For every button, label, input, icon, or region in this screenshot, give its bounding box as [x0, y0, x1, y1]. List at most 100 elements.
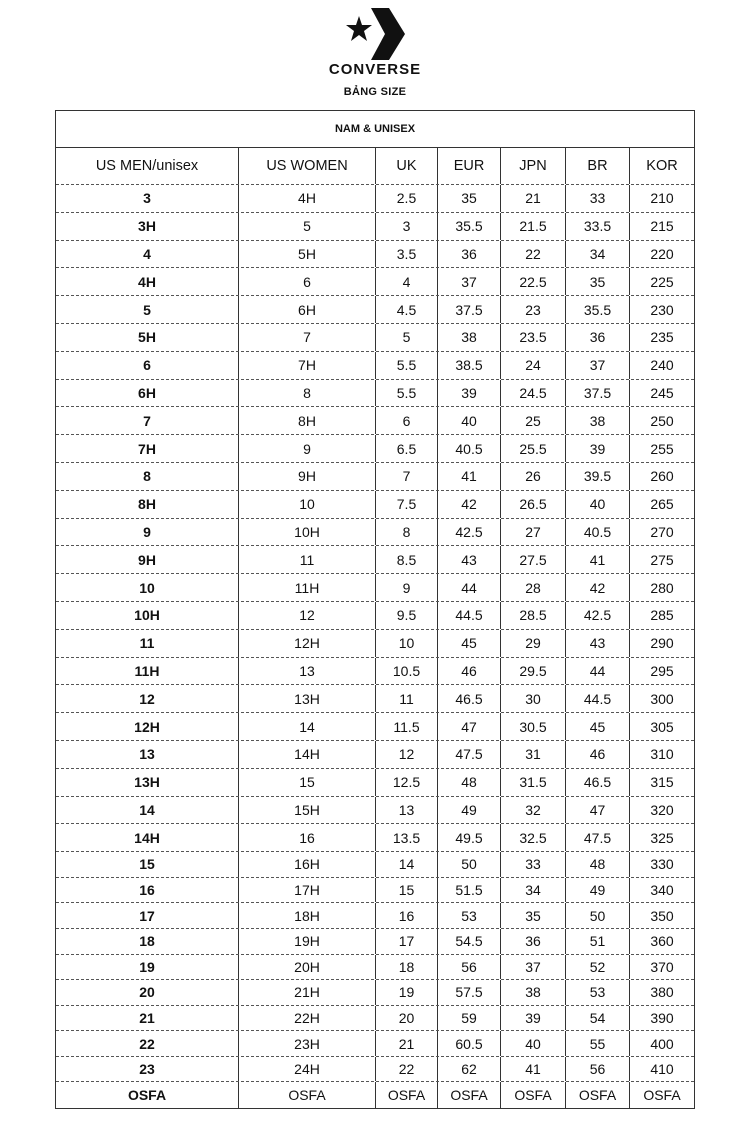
column-header: KOR	[646, 158, 678, 174]
table-cell: 6H	[56, 379, 239, 407]
table-cell: 9H	[56, 546, 239, 574]
table-cell: 3	[376, 212, 438, 240]
table-cell: 9	[56, 518, 239, 546]
table-cell: 25	[501, 407, 566, 435]
table-cell: 13H	[239, 685, 376, 713]
table-cell: 410	[650, 1061, 674, 1078]
table-row: 14H 16 13.5 49.5 32.5 47.5 325	[56, 824, 694, 853]
table-cell: 240	[650, 357, 674, 374]
table-cell: 59	[438, 1005, 501, 1031]
table-cell: 12H	[239, 629, 376, 657]
table-row: 5H 7 5 38 23.5 36 235	[56, 323, 694, 352]
table-row: 4 5H 3.5 36 22 34 220	[56, 240, 694, 269]
table-cell: 46.5	[438, 685, 501, 713]
table-row: 8 9H 7 41 26 39.5 260	[56, 462, 694, 491]
table-cell: 15H	[239, 796, 376, 824]
table-cell: 12	[56, 685, 239, 713]
table-cell: 40.5	[566, 518, 630, 546]
table-cell: OSFA	[501, 1082, 566, 1109]
table-cell: 6.5	[376, 435, 438, 462]
table-cell: 5H	[239, 240, 376, 268]
table-cell: 24	[501, 351, 566, 379]
table-cell: 41	[438, 462, 501, 490]
table-cell: 27	[501, 518, 566, 546]
table-cell: OSFA	[239, 1082, 376, 1109]
table-cell: 19	[56, 954, 239, 980]
table-cell: 12	[239, 601, 376, 629]
table-cell: 215	[650, 218, 674, 235]
table-row: 18 19H 17 54.5 36 51 360	[56, 928, 694, 955]
table-cell: 8.5	[376, 546, 438, 574]
table-row: 3H 5 3 35.5 21.5 33.5 215	[56, 212, 694, 241]
table-cell: 2.5	[376, 185, 438, 212]
table-cell: 37	[438, 268, 501, 296]
table-cell: 48	[438, 768, 501, 796]
table-cell: 62	[438, 1056, 501, 1082]
column-header: BR	[566, 148, 630, 184]
table-cell: 10	[56, 574, 239, 601]
table-cell: 20H	[239, 954, 376, 980]
table-row: 21 22H 20 59 39 54 390	[56, 1005, 694, 1032]
table-cell: 5	[56, 296, 239, 323]
table-cell: 5H	[56, 323, 239, 351]
table-cell: 21H	[239, 980, 376, 1005]
table-row: 8H 10 7.5 42 26.5 40 265	[56, 490, 694, 519]
table-cell: 60.5	[438, 1031, 501, 1056]
table-cell: 210	[650, 190, 674, 207]
table-cell: 42	[566, 574, 630, 601]
table-cell: 21	[56, 1005, 239, 1031]
table-row: 14 15H 13 49 32 47 320	[56, 796, 694, 825]
table-cell: 325	[650, 829, 674, 846]
table-cell: 17	[56, 903, 239, 928]
table-cell: 45	[438, 629, 501, 657]
table-cell: 5	[376, 323, 438, 351]
column-header: US WOMEN	[239, 148, 376, 184]
table-cell: 315	[650, 774, 674, 791]
table-cell: 22	[501, 240, 566, 268]
table-cell: 33	[501, 852, 566, 877]
table-cell: 36	[566, 323, 630, 351]
table-cell: OSFA	[566, 1082, 630, 1109]
table-cell: 380	[650, 984, 674, 1001]
table-row: 15 16H 14 50 33 48 330	[56, 852, 694, 878]
table-cell: 4	[376, 268, 438, 296]
table-cell: 14H	[239, 740, 376, 768]
table-cell: 53	[438, 903, 501, 928]
table-cell: 44.5	[566, 685, 630, 713]
table-cell: 56	[566, 1056, 630, 1082]
table-cell: 24.5	[501, 379, 566, 407]
table-cell: 36	[501, 928, 566, 954]
table-row: 7H 9 6.5 40.5 25.5 39 255	[56, 435, 694, 463]
table-cell: 275	[650, 551, 674, 568]
table-cell: 10H	[239, 518, 376, 546]
table-cell: 25.5	[501, 435, 566, 462]
table-cell: 11	[56, 629, 239, 657]
table-cell: OSFA	[376, 1082, 438, 1109]
table-cell: 22H	[239, 1005, 376, 1031]
table-cell: 225	[650, 273, 674, 290]
table-cell: 255	[650, 440, 674, 457]
table-cell: 7	[376, 462, 438, 490]
table-cell: 38	[566, 407, 630, 435]
table-cell: 19H	[239, 928, 376, 954]
table-row: 17 18H 16 53 35 50 350	[56, 903, 694, 929]
table-cell: 42	[438, 490, 501, 518]
table-cell: 52	[566, 954, 630, 980]
table-row: 23 24H 22 62 41 56 410	[56, 1056, 694, 1083]
table-cell: 38.5	[438, 351, 501, 379]
table-cell: 40	[438, 407, 501, 435]
table-cell: 21	[376, 1031, 438, 1056]
table-cell: 22	[56, 1031, 239, 1056]
table-cell: 39	[438, 379, 501, 407]
table-row: 13 14H 12 47.5 31 46 310	[56, 740, 694, 769]
table-cell: 46.5	[566, 768, 630, 796]
table-cell: 44.5	[438, 601, 501, 629]
table-cell: 7	[239, 323, 376, 351]
table-row: 5 6H 4.5 37.5 23 35.5 230	[56, 296, 694, 324]
table-cell: 18H	[239, 903, 376, 928]
table-title: NAM & UNISEX	[56, 111, 694, 148]
table-cell: 370	[650, 958, 674, 975]
table-cell: 15	[239, 768, 376, 796]
table-cell: 360	[650, 933, 674, 950]
table-cell: 37.5	[438, 296, 501, 323]
